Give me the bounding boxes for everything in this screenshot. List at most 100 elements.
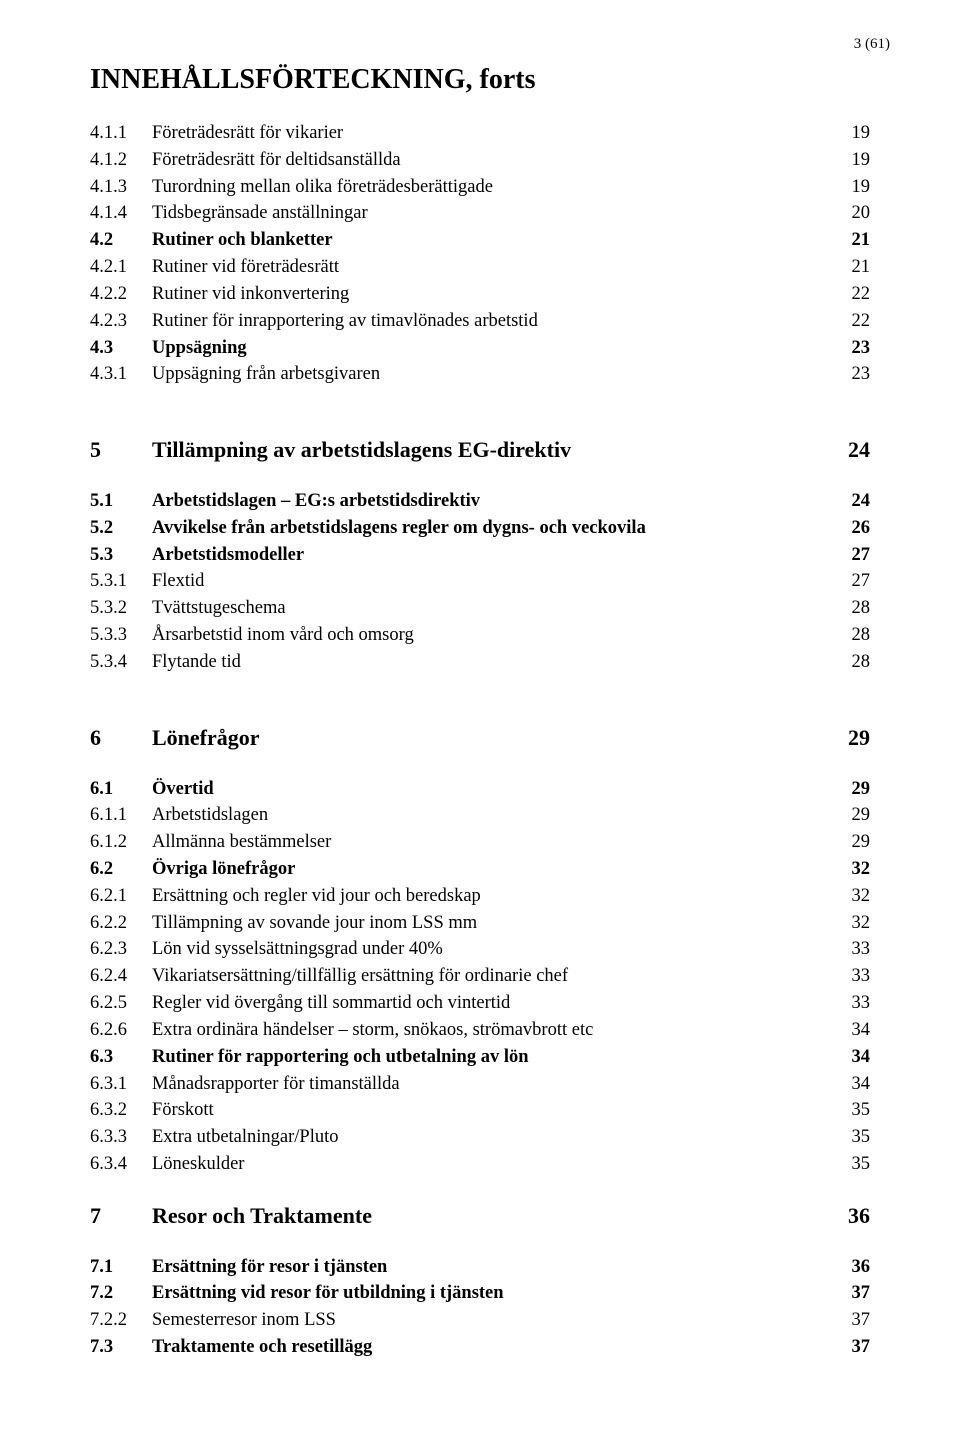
toc-entry-text: Löneskulder — [152, 1151, 244, 1178]
toc-row: 6.1.1Arbetstidslagen 29 — [90, 802, 870, 829]
toc-entry-page: 22 — [832, 308, 871, 335]
toc-entry-page: 20 — [832, 200, 871, 227]
toc-row-left: 6.2.5Regler vid övergång till sommartid … — [90, 990, 510, 1017]
toc-row: 6.3.2Förskott 35 — [90, 1097, 870, 1124]
toc-entry-page: 36 — [828, 1200, 870, 1232]
toc-entry-text: Företrädesrätt för vikarier — [152, 120, 343, 147]
toc-row: 5.3.4Flytande tid28 — [90, 649, 870, 676]
toc-entry-page: 27 — [832, 568, 871, 595]
toc-row-left: 5.3.4Flytande tid — [90, 649, 241, 676]
toc-entry-text: Arbetstidslagen – EG:s arbetstidsdirekti… — [152, 488, 480, 515]
toc-row: 6.2.5Regler vid övergång till sommartid … — [90, 990, 870, 1017]
toc-row-left: 6.1Övertid — [90, 776, 214, 803]
toc-row: 6.2.3Lön vid sysselsättningsgrad under 4… — [90, 936, 870, 963]
toc-entry-number: 7.1 — [90, 1254, 152, 1281]
toc-row: 4.3Uppsägning 23 — [90, 335, 870, 362]
toc-gap — [90, 466, 870, 488]
toc-entry-page: 28 — [832, 595, 871, 622]
toc-entry-number: 4.2.2 — [90, 281, 152, 308]
page-title: INNEHÅLLSFÖRTECKNING, forts — [90, 64, 870, 96]
toc-row-left: 7.1Ersättning för resor i tjänsten — [90, 1254, 387, 1281]
toc-row: 4.2.2Rutiner vid inkonvertering22 — [90, 281, 870, 308]
toc-row-left: 5.2Avvikelse från arbetstidslagens regle… — [90, 515, 646, 542]
toc-entry-text: Flytande tid — [152, 649, 241, 676]
toc-entry-number: 4.2.1 — [90, 254, 152, 281]
toc-row-left: 6.2.6Extra ordinära händelser – storm, s… — [90, 1017, 593, 1044]
toc-entry-number: 4.2.3 — [90, 308, 152, 335]
toc-row-left: 6.3.2Förskott — [90, 1097, 214, 1124]
toc-row: 6.1.2Allmänna bestämmelser29 — [90, 829, 870, 856]
toc-row: 6.2.2Tillämpning av sovande jour inom LS… — [90, 910, 870, 937]
toc-entry-page: 19 — [832, 174, 871, 201]
toc-row: 6.3.1Månadsrapporter för timanställda34 — [90, 1071, 870, 1098]
toc-entry-number: 6.2.5 — [90, 990, 152, 1017]
toc-entry-text: Uppsägning — [152, 335, 247, 362]
toc-row: 6.2Övriga lönefrågor32 — [90, 856, 870, 883]
toc-entry-page: 29 — [832, 802, 871, 829]
toc-row: 4.3.1Uppsägning från arbetsgivaren23 — [90, 361, 870, 388]
toc-row: 5.3.1Flextid 27 — [90, 568, 870, 595]
toc-entry-page: 35 — [832, 1124, 871, 1151]
toc-row-left: 6.2.4Vikariatsersättning/tillfällig ersä… — [90, 963, 568, 990]
toc-row-left: 6.3.4Löneskulder — [90, 1151, 244, 1178]
toc-entry-text: Rutiner för rapportering och utbetalning… — [152, 1044, 529, 1071]
toc-entry-number: 7.2 — [90, 1280, 152, 1307]
toc-row: 4.2Rutiner och blanketter 21 — [90, 227, 870, 254]
toc-entry-page: 19 — [832, 120, 871, 147]
toc-entry-text: Rutiner vid företrädesrätt — [152, 254, 339, 281]
toc-row: 6.1Övertid 29 — [90, 776, 870, 803]
toc-entry-text: Företrädesrätt för deltidsanställda — [152, 147, 401, 174]
toc-row-left: 4.1.3Turordning mellan olika företrädesb… — [90, 174, 493, 201]
toc-entry-number: 4.2 — [90, 227, 152, 254]
toc-entry-text: Lönefrågor — [152, 722, 260, 754]
toc-entry-page: 32 — [832, 910, 871, 937]
toc-entry-number: 6.2.4 — [90, 963, 152, 990]
toc-row-left: 4.2Rutiner och blanketter — [90, 227, 333, 254]
toc-row-left: 5.3.2Tvättstugeschema — [90, 595, 286, 622]
toc-entry-text: Lön vid sysselsättningsgrad under 40% — [152, 936, 443, 963]
toc-entry-text: Tillämpning av sovande jour inom LSS mm — [152, 910, 477, 937]
toc-entry-text: Övriga lönefrågor — [152, 856, 295, 883]
toc-row-left: 7.3Traktamente och resetillägg — [90, 1334, 372, 1361]
toc-row: 6.2.4Vikariatsersättning/tillfällig ersä… — [90, 963, 870, 990]
toc-entry-text: Extra utbetalningar/Pluto — [152, 1124, 339, 1151]
toc-row: 5.3Arbetstidsmodeller27 — [90, 542, 870, 569]
toc-row-left: 5.3.3Årsarbetstid inom vård och omsorg — [90, 622, 414, 649]
toc-entry-page: 29 — [832, 776, 871, 803]
toc-row-left: 6.2Övriga lönefrågor — [90, 856, 295, 883]
toc-entry-page: 24 — [828, 434, 870, 466]
toc-entry-number: 6.1.1 — [90, 802, 152, 829]
toc-entry-page: 32 — [832, 883, 871, 910]
document-page: 3 (61) INNEHÅLLSFÖRTECKNING, forts 4.1.1… — [0, 0, 960, 1434]
toc-entry-page: 23 — [832, 335, 871, 362]
toc-entry-text: Flextid — [152, 568, 204, 595]
toc-entry-number: 5.3.3 — [90, 622, 152, 649]
toc-entry-number: 5.1 — [90, 488, 152, 515]
toc-entry-number: 4.3 — [90, 335, 152, 362]
toc-entry-number: 5.3.1 — [90, 568, 152, 595]
toc-section-row: 7Resor och Traktamente 36 — [90, 1200, 870, 1232]
toc-row: 6.3.3Extra utbetalningar/Pluto35 — [90, 1124, 870, 1151]
toc-row-left: 4.1.4Tidsbegränsade anställningar — [90, 200, 368, 227]
toc-entry-text: Rutiner och blanketter — [152, 227, 333, 254]
toc-entry-number: 6.3 — [90, 1044, 152, 1071]
toc-entry-number: 6.2.1 — [90, 883, 152, 910]
toc-entry-page: 33 — [832, 990, 871, 1017]
toc-entry-text: Arbetstidslagen — [152, 802, 268, 829]
toc-row-left: 7.2Ersättning vid resor för utbildning i… — [90, 1280, 504, 1307]
toc-entry-text: Tvättstugeschema — [152, 595, 286, 622]
toc-entry-page: 34 — [832, 1071, 871, 1098]
toc-entry-page: 35 — [832, 1097, 871, 1124]
toc-row-left: 6.2.3Lön vid sysselsättningsgrad under 4… — [90, 936, 443, 963]
toc-entry-page: 21 — [832, 227, 871, 254]
toc-section-row: 6Lönefrågor29 — [90, 722, 870, 754]
toc-entry-number: 4.3.1 — [90, 361, 152, 388]
toc-entry-number: 5.3.4 — [90, 649, 152, 676]
toc-gap — [90, 1178, 870, 1200]
toc-row: 4.1.2Företrädesrätt för deltidsanställda… — [90, 147, 870, 174]
toc-entry-number: 5 — [90, 434, 152, 466]
toc-entry-page: 29 — [832, 829, 871, 856]
toc-row-left: 7Resor och Traktamente — [90, 1200, 372, 1232]
toc-row-left: 6.2.1Ersättning och regler vid jour och … — [90, 883, 481, 910]
toc-entry-page: 34 — [832, 1017, 871, 1044]
